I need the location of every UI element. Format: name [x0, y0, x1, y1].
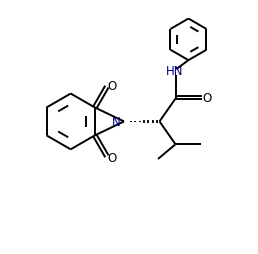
Text: N: N [112, 116, 121, 129]
Text: O: O [108, 151, 117, 164]
Text: O: O [203, 92, 212, 105]
Text: HN: HN [166, 65, 184, 78]
Text: O: O [108, 80, 117, 92]
